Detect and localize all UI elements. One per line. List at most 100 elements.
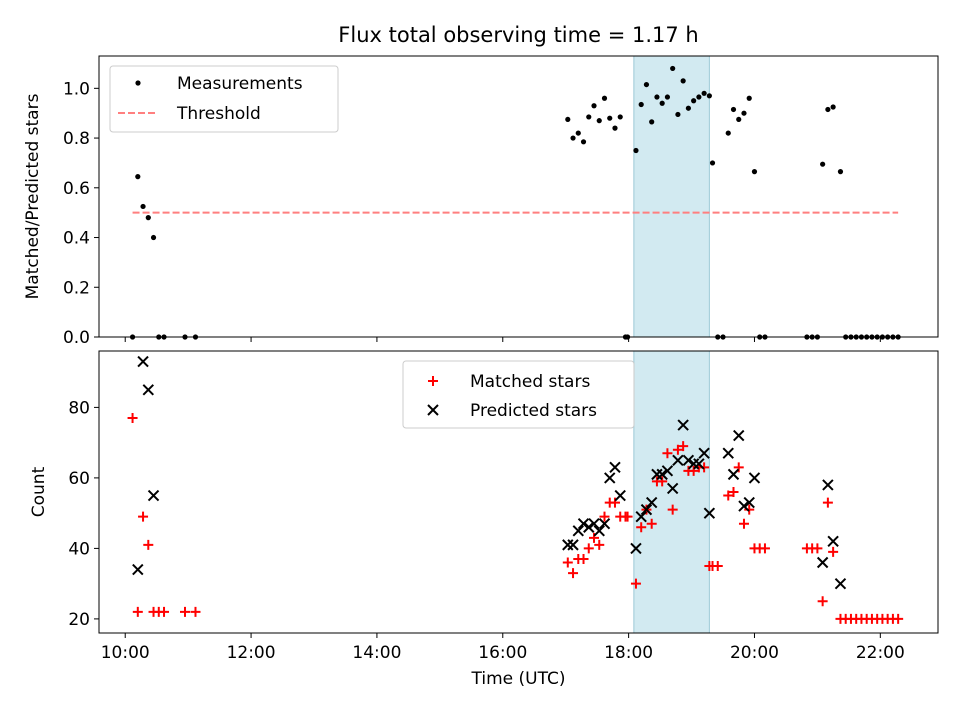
measurement-point <box>701 90 707 96</box>
predicted-star-marker <box>661 465 674 477</box>
measurement-point <box>135 174 141 180</box>
predicted-star-marker <box>132 563 144 576</box>
measurement-point <box>596 118 602 124</box>
measurement-point <box>837 169 844 175</box>
matched-star-marker <box>190 606 201 617</box>
matched-star-marker <box>138 511 149 522</box>
measurement-point <box>570 135 576 141</box>
legend-measurements-label: Measurements <box>177 74 303 94</box>
predicted-star-marker <box>743 496 755 509</box>
predicted-star-marker <box>816 556 829 569</box>
matched-star-marker <box>630 578 641 589</box>
count-y-tick-label: 20 <box>68 610 90 630</box>
measurement-point <box>140 203 146 210</box>
time-x-tick-label: 18:00 <box>604 643 653 663</box>
measurement-point <box>675 111 681 118</box>
predicted-star-marker <box>698 447 710 459</box>
matched-star-marker <box>562 557 573 568</box>
predicted-star-marker <box>614 489 626 502</box>
predicted-star-marker <box>645 496 658 509</box>
matched-star-marker <box>738 518 749 529</box>
measurement-point <box>691 98 697 104</box>
legend-matched-label: Matched stars <box>470 372 590 392</box>
measurement-point <box>730 106 737 113</box>
matched-star-marker <box>179 606 190 617</box>
measurement-point <box>601 95 608 101</box>
matched-star-marker <box>143 539 154 550</box>
measurement-point <box>820 161 826 167</box>
measurement-point <box>746 95 752 101</box>
ratio-legend-box <box>109 65 339 133</box>
count-y-tick-label: 80 <box>68 398 90 418</box>
matched-star-marker <box>609 497 620 508</box>
measurement-point <box>612 125 618 131</box>
measurement-point <box>607 115 613 121</box>
matched-star-marker <box>828 546 839 557</box>
legend-threshold-label: Threshold <box>176 104 261 124</box>
measurement-point <box>696 94 702 100</box>
predicted-star-marker <box>604 472 616 484</box>
count-y-tick-label: 40 <box>68 539 90 559</box>
ratio-y-axis-label: Matched/Predicted stars <box>23 93 43 299</box>
measurement-point <box>617 114 623 120</box>
matched-star-marker <box>599 511 610 522</box>
predicted-star-marker <box>593 525 605 537</box>
predicted-star-marker <box>142 384 154 396</box>
predicted-star-marker <box>635 510 647 523</box>
ratio-y-tick-label: 0.4 <box>63 229 90 249</box>
count-y-ticks: 20 40 60 80 <box>68 398 99 630</box>
predicted-star-marker <box>666 482 679 495</box>
time-x-ticks: 10:00 12:00 14:00 16:00 18:00 20:00 22:00 <box>101 633 905 663</box>
matched-star-marker <box>132 606 143 617</box>
predicted-star-marker <box>562 539 574 551</box>
matched-star-marker <box>822 497 833 508</box>
matched-star-marker <box>583 543 594 554</box>
time-x-tick-label: 10:00 <box>101 643 150 663</box>
matched-star-marker <box>672 444 683 455</box>
measurement-point <box>670 65 676 72</box>
time-x-tick-label: 16:00 <box>478 643 527 663</box>
predicted-star-marker <box>738 500 750 512</box>
predicted-star-marker <box>834 577 847 590</box>
matched-star-marker <box>159 606 170 617</box>
measurement-point <box>649 119 655 125</box>
predicted-star-marker <box>682 454 695 466</box>
measurement-point <box>725 130 731 136</box>
ratio-y-tick-label: 0.0 <box>63 328 90 348</box>
observing-window-shade-top <box>633 55 710 338</box>
predicted-star-marker <box>733 429 745 442</box>
ratio-plot-marks <box>129 65 901 340</box>
predicted-star-marker <box>693 458 705 470</box>
predicted-star-marker <box>822 479 834 491</box>
predicted-star-marker <box>672 454 684 466</box>
x-axis-label: Time (UTC) <box>471 669 566 689</box>
measurement-point <box>741 110 747 116</box>
ratio-y-ticks: 0.0 0.2 0.4 0.6 0.8 1.0 <box>63 79 99 348</box>
measurement-point <box>586 114 592 120</box>
measurement-point <box>575 130 581 136</box>
measurement-point <box>825 106 831 113</box>
ratio-legend: Measurements Threshold <box>109 65 339 133</box>
ratio-panel: 0.0 0.2 0.4 0.6 0.8 1.0 Flux total observing … <box>23 23 939 348</box>
count-axes-frame <box>98 350 939 634</box>
matched-star-marker <box>688 465 699 476</box>
ratio-axes-frame <box>98 55 939 338</box>
count-legend: Matched stars Predicted stars <box>402 360 635 429</box>
legend-predicted-label: Predicted stars <box>470 401 597 421</box>
ratio-y-tick-label: 0.8 <box>63 129 90 149</box>
predicted-star-marker <box>677 419 689 431</box>
measurement-point <box>633 147 639 154</box>
matched-star-marker <box>723 490 734 501</box>
predicted-star-marker <box>588 518 600 530</box>
matched-star-marker <box>667 504 678 515</box>
matched-star-marker <box>646 518 657 529</box>
predicted-star-marker <box>827 535 839 548</box>
measurement-point <box>706 93 712 99</box>
chart-title: Flux total observing time = 1.17 h <box>338 23 698 47</box>
ratio-y-tick-label: 0.6 <box>63 179 90 199</box>
count-plot-marks <box>127 355 904 624</box>
measurement-point <box>751 169 758 175</box>
measurement-point <box>565 116 571 123</box>
predicted-star-marker <box>748 472 761 484</box>
matched-star-marker <box>622 511 633 522</box>
